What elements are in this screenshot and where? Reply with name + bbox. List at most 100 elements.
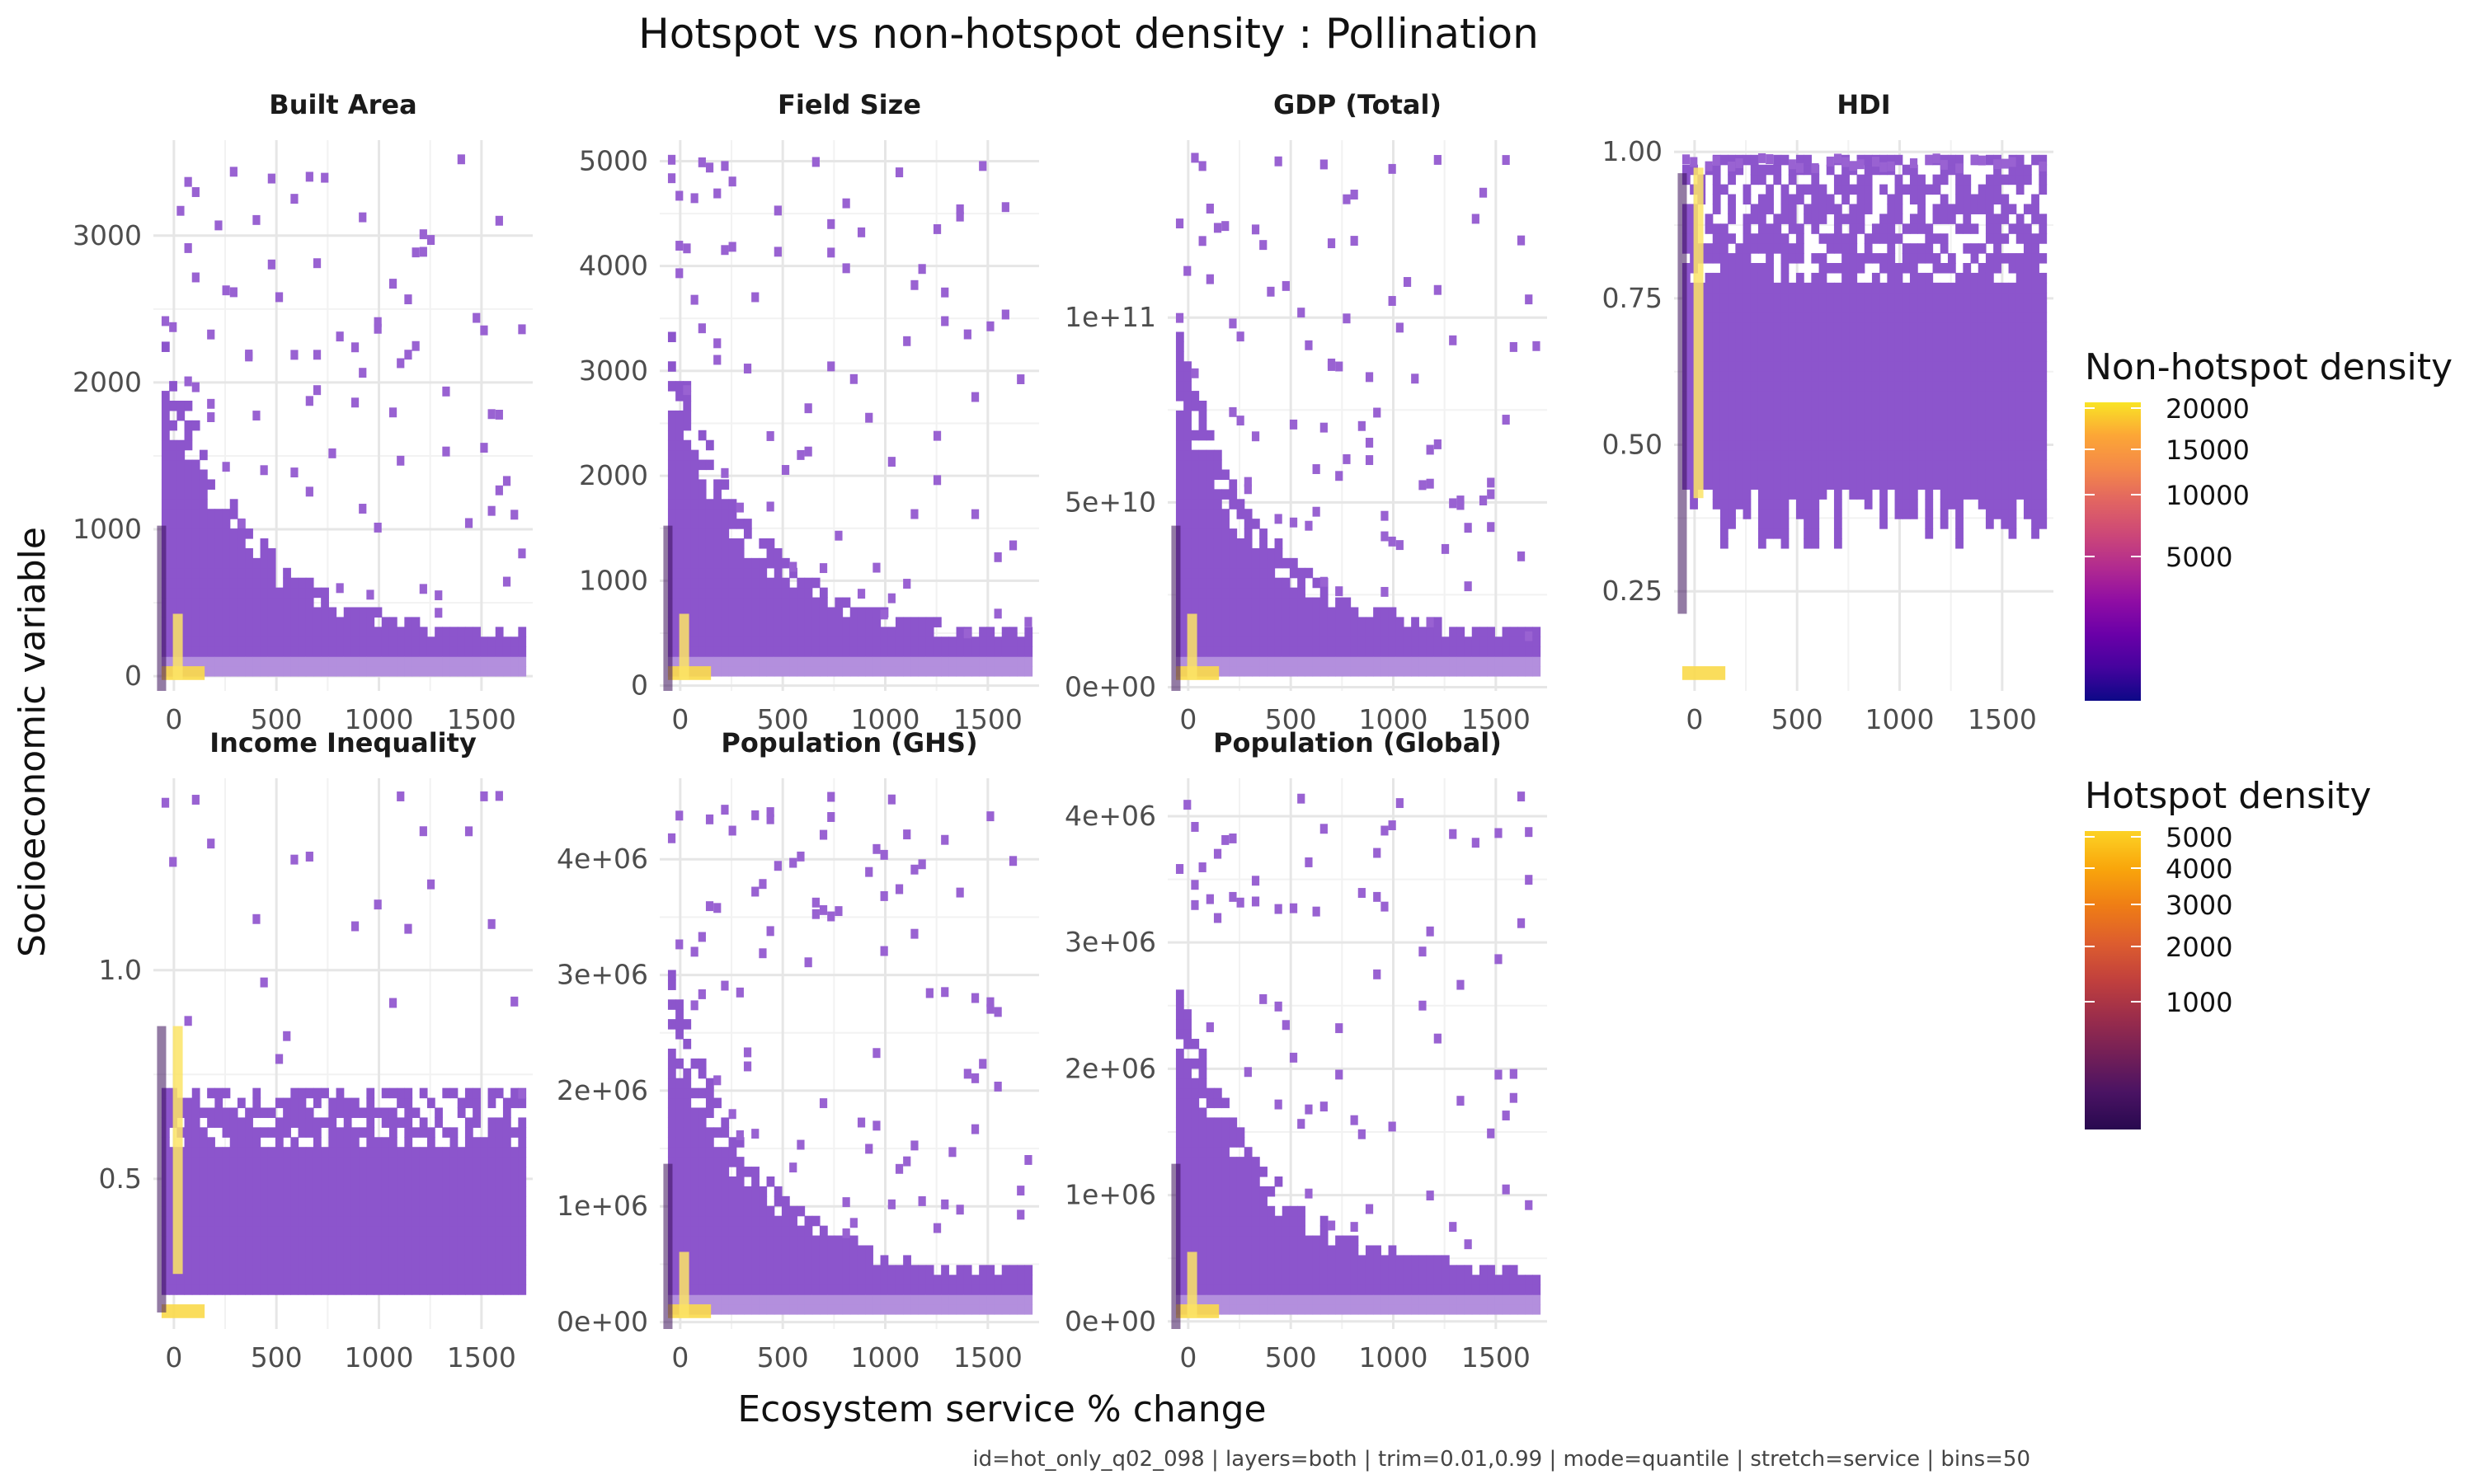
density-cell [1864,243,1873,254]
density-cell [1183,607,1192,618]
density-cell [774,205,782,216]
density-cell [457,666,466,677]
y-tick-label: 1000 [73,513,142,545]
density-cell [1902,381,1911,392]
density-cell [1864,371,1873,382]
density-cell [1464,581,1472,592]
density-cell [298,1265,307,1275]
density-cell [1712,282,1721,294]
density-cell [222,1176,231,1187]
density-cell [229,287,238,298]
density-cell [1350,646,1359,657]
density-cell [1244,567,1253,579]
density-cell [743,636,752,647]
density-cell [435,608,443,618]
density-cell [1426,646,1435,657]
density-cell [2039,272,2048,284]
density-cell [1327,627,1336,637]
density-cell [1833,509,1842,519]
density-cell [956,887,964,898]
density-cell [1244,557,1253,569]
density-cell [2001,204,2010,214]
density-cell [1894,499,1903,510]
density-cell [336,1265,345,1275]
density-cell [865,1265,873,1275]
density-cell [328,1186,337,1197]
density-cell [1191,577,1200,589]
density-cell [880,1265,889,1275]
density-cell [1464,666,1473,677]
density-cell [275,1147,284,1158]
density-cell [963,628,971,639]
density-cell [1327,636,1336,647]
density-cell [412,1186,421,1197]
density-cell [698,1167,707,1177]
density-cell [1955,194,1964,205]
density-cell [283,1215,291,1227]
density-cell [1735,469,1744,481]
density-cell [260,1107,269,1119]
density-cell [667,173,676,184]
density-cell [381,617,390,627]
density-cell [1940,401,1949,411]
density-cell [1221,509,1230,519]
density-cell [176,607,186,618]
density-cell [214,1275,223,1285]
density-cell [713,1176,722,1187]
density-cell [713,1225,722,1237]
density-cell [1206,636,1215,647]
density-cell [1487,646,1495,657]
density-cell [510,1284,519,1295]
density-cell [690,557,699,569]
density-cell [495,1157,504,1167]
density-cell [404,656,413,667]
density-cell [260,1225,269,1237]
density-cell [207,1225,215,1237]
density-cell [1681,154,1691,165]
high-density-cell [1681,666,1726,680]
density-cell [918,636,927,647]
density-cell [305,1087,314,1099]
density-cell [1206,617,1215,627]
density-cell [857,1294,866,1305]
density-cell [933,1284,942,1295]
density-cell [473,1195,481,1207]
density-cell [1970,361,1979,372]
density-cell [2031,322,2039,333]
density-cell [910,1284,920,1295]
density-cell [388,1195,397,1207]
density-cell [1735,322,1744,333]
density-cell [267,1167,276,1177]
density-cell [381,1245,390,1256]
density-cell [1403,277,1412,287]
density-cell [1811,449,1820,461]
density-cell [2015,420,2025,431]
density-cell [721,245,729,256]
density-cell [1426,444,1434,455]
density-cell [675,528,684,539]
density-cell [1795,223,1804,234]
density-cell [252,646,261,657]
density-cell [495,1087,504,1099]
density-cell [1757,223,1766,234]
density-cell [1728,489,1736,500]
density-cell [397,1157,405,1167]
density-cell [237,1117,246,1128]
density-cell [1229,656,1238,667]
density-cell [457,1235,466,1247]
density-cell [412,247,420,258]
density-cell [313,666,322,677]
density-cell [880,609,888,620]
density-cell [161,509,170,519]
density-cell [2015,184,2025,195]
density-cell [1818,312,1827,323]
density-cell [419,1255,428,1266]
density-cell [2008,361,2017,372]
density-cell [298,1107,307,1119]
density-cell [1728,162,1736,171]
density-cell [1327,656,1336,667]
density-cell [1525,656,1533,667]
density-cell [1818,302,1827,313]
density-cell [328,1245,337,1256]
density-cell [1985,204,1994,214]
